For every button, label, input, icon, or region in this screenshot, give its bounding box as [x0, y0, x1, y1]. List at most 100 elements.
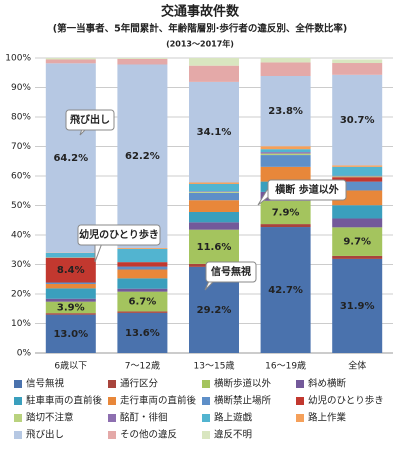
y-tick-label: 20% — [11, 290, 31, 300]
legend-label: 駐車車両の直前後 — [26, 395, 103, 407]
bar-segment — [189, 222, 239, 230]
bar-segment — [189, 191, 239, 193]
value-label: 29.2% — [197, 305, 232, 316]
y-tick-label: 80% — [11, 113, 31, 123]
legend-label: その他の違反 — [120, 429, 177, 441]
bar-segment — [45, 63, 96, 253]
bar-segment — [189, 229, 239, 264]
bar-segment — [45, 301, 96, 314]
x-tick-label: 13～15歳 — [194, 360, 235, 372]
bar-segment — [189, 182, 239, 184]
legend-swatch — [296, 397, 304, 405]
chart-subtitle: (第一当事者、5年間累計、年齢階層別·歩行者の違反別、全件数比率) — [53, 23, 347, 35]
legend-swatch — [14, 397, 22, 405]
y-tick-label: 40% — [11, 231, 31, 241]
legend-swatch — [202, 380, 210, 388]
legend-label: 斜め横断 — [308, 378, 347, 390]
y-tick-label: 60% — [11, 172, 31, 182]
bar-segment — [117, 248, 168, 263]
legend-swatch — [108, 431, 116, 439]
value-label: 42.7% — [268, 285, 303, 296]
legend-swatch — [202, 397, 210, 405]
value-label: 9.7% — [343, 237, 371, 248]
bar-segment — [189, 81, 239, 183]
bar-segment — [260, 200, 311, 225]
bar-segment — [332, 176, 383, 178]
legend-swatch — [14, 431, 22, 439]
bar-segment — [117, 262, 168, 267]
callout-text: 飛び出し — [69, 113, 110, 126]
bar-segment — [332, 59, 383, 64]
bar-segment — [189, 211, 239, 223]
value-label: 8.4% — [57, 265, 85, 276]
x-tick-label: 全体 — [348, 360, 366, 372]
bar-segment — [45, 257, 96, 283]
legend-swatch — [296, 380, 304, 388]
bar-segment — [45, 282, 96, 284]
value-label: 31.9% — [340, 301, 375, 312]
bar-segment — [332, 227, 383, 256]
value-label: 34.1% — [197, 127, 232, 138]
callout-text: 信号無視 — [211, 265, 251, 278]
bar-segment — [45, 288, 96, 299]
bar-segment — [117, 58, 168, 59]
callout-box — [65, 109, 115, 131]
legend-swatch — [108, 414, 116, 422]
y-tick-label: 30% — [11, 260, 31, 270]
bar-segment — [260, 153, 311, 156]
bar-segment — [260, 146, 311, 150]
chart-period: (2013～2017年) — [166, 39, 234, 49]
legend-swatch — [14, 380, 22, 388]
value-label: 23.8% — [268, 106, 303, 117]
bar-segment — [189, 58, 239, 66]
bar-segment — [117, 312, 168, 353]
bar-segment — [189, 192, 239, 201]
bar-segment — [117, 291, 168, 312]
bar-segment — [332, 181, 383, 191]
bar-segment — [45, 298, 96, 302]
callout-text: 幼児のひとり歩き — [79, 228, 159, 241]
value-label: 7.9% — [272, 207, 300, 218]
bar-segment — [117, 311, 168, 313]
bar-segment — [45, 58, 96, 60]
bar-segment — [332, 175, 383, 177]
value-label: 11.6% — [197, 242, 232, 253]
legend-label: 通行区分 — [120, 378, 159, 390]
y-tick-label: 50% — [11, 201, 31, 211]
y-tick-label: 100% — [5, 54, 31, 64]
legend-label: 信号無視 — [26, 378, 65, 390]
bar-segment — [117, 64, 168, 248]
bar-segment — [260, 75, 311, 147]
x-tick-label: 6歳以下 — [54, 360, 87, 372]
bar-segment — [260, 227, 311, 353]
legend-label: 路上作業 — [308, 412, 347, 424]
bar-segment — [117, 278, 168, 289]
legend-label: 路上遊戯 — [214, 412, 253, 424]
y-tick-label: 70% — [11, 142, 31, 152]
bar-segment — [332, 255, 383, 259]
value-label: 64.2% — [53, 153, 88, 164]
value-label: 13.6% — [125, 328, 160, 339]
callout-box — [205, 261, 257, 283]
bar-segment — [260, 62, 311, 76]
bar-segment — [45, 59, 96, 64]
bar-segment — [117, 58, 168, 65]
legend-label: 走行車両の直前後 — [120, 395, 197, 407]
bar-segment — [260, 224, 311, 228]
bar-segment — [45, 252, 96, 258]
bar-segment — [45, 283, 96, 289]
bar-segment — [45, 313, 96, 315]
value-label: 30.7% — [340, 115, 375, 126]
value-label: 3.9% — [57, 302, 85, 313]
bar-segment — [260, 155, 311, 167]
y-tick-label: 10% — [11, 319, 31, 329]
legend-label: 幼児のひとり歩き — [308, 395, 384, 407]
bar-segment — [189, 191, 239, 192]
legend-label: 飛び出し — [26, 429, 64, 441]
y-tick-label: 90% — [11, 83, 31, 93]
bar-segment — [260, 152, 311, 154]
x-tick-label: 16～19歳 — [265, 360, 306, 372]
value-label: 62.2% — [125, 151, 160, 162]
callout-box — [77, 224, 161, 246]
y-tick-label: 0% — [17, 349, 32, 359]
